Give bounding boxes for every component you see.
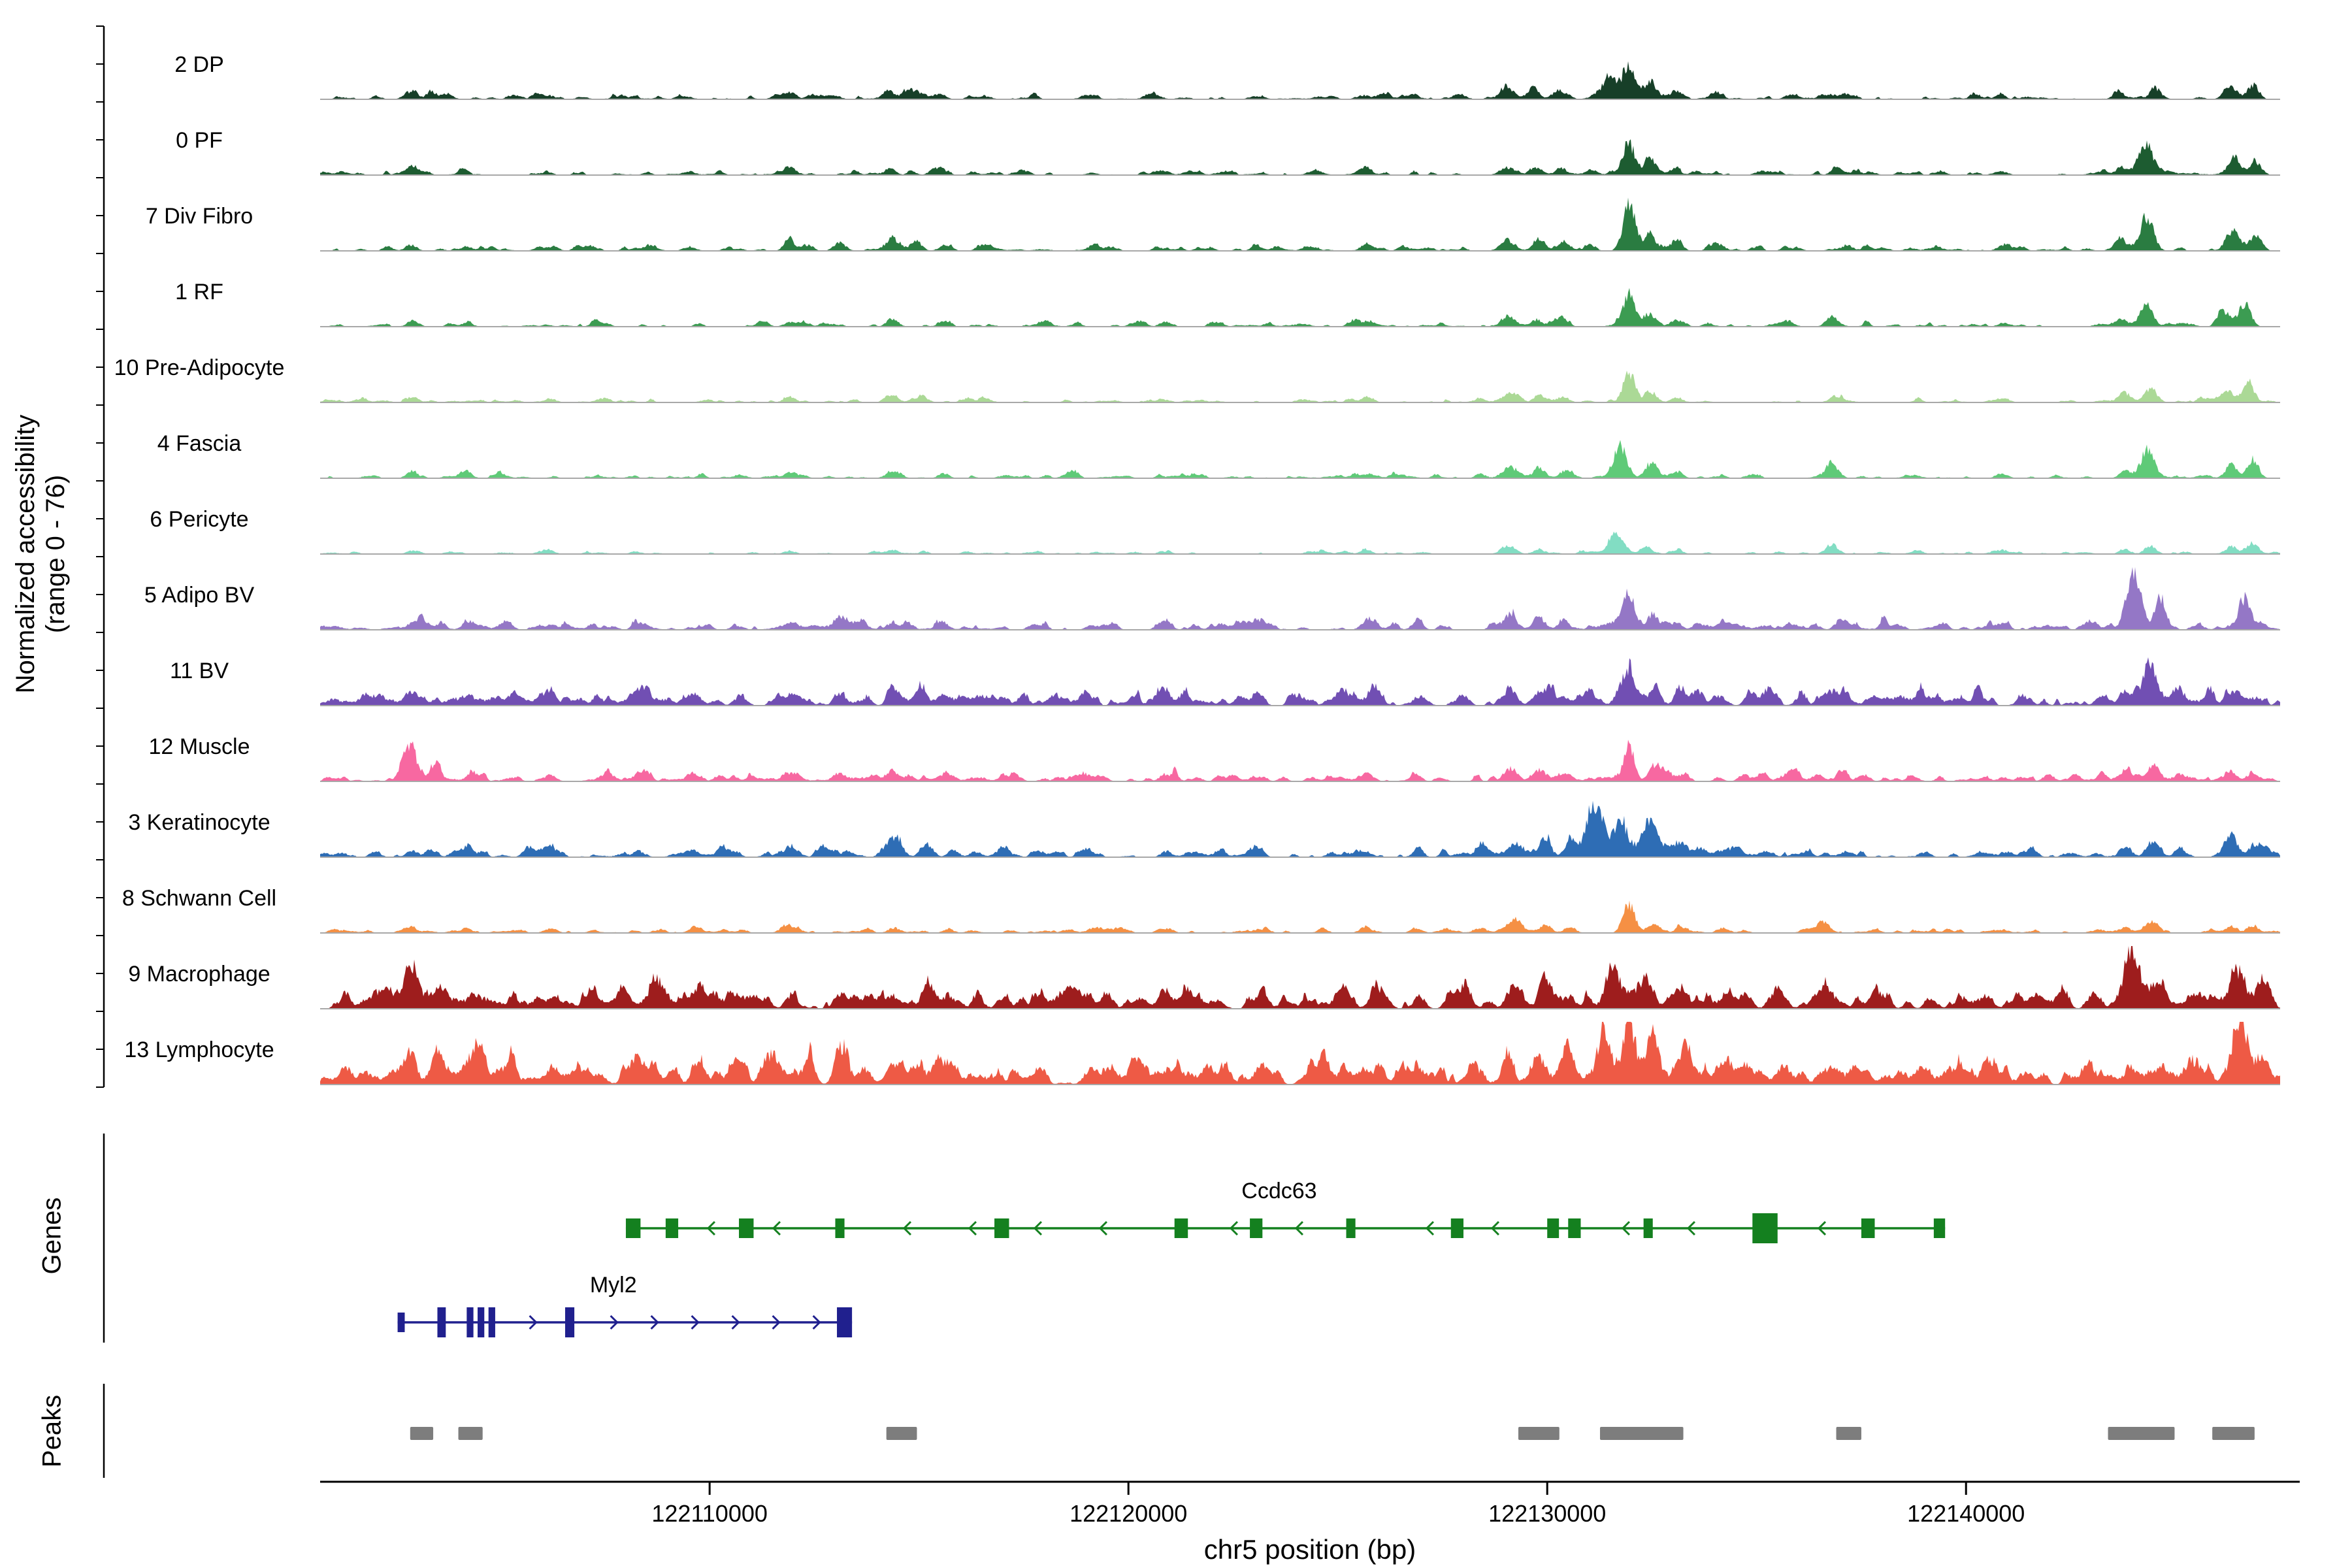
track-signal-0-pf — [320, 139, 2280, 176]
y-axis-label-line1: Normalized accessibility — [11, 414, 40, 694]
strand-arrow-icon — [812, 1315, 821, 1330]
gene-exon — [1450, 1218, 1463, 1238]
track-signal-6-pericyte — [320, 531, 2280, 555]
track-label-4-fascia: 4 Fascia — [157, 431, 242, 456]
strand-arrow-icon — [691, 1315, 700, 1330]
y-axis-label: Normalized accessibility (range 0 - 76) — [10, 325, 71, 783]
gene-label-ccdc63: Ccdc63 — [1241, 1179, 1316, 1203]
gene-exon — [1933, 1218, 1946, 1238]
gene-exon — [625, 1218, 641, 1238]
track-label-3-keratinocyte: 3 Keratinocyte — [128, 810, 270, 835]
gene-exon — [466, 1307, 474, 1337]
gene-exon — [397, 1313, 405, 1332]
track-label-2-dp: 2 DP — [174, 52, 224, 77]
gene-exon — [478, 1307, 485, 1337]
track-label-9-macrophage: 9 Macrophage — [128, 962, 270, 987]
gene-models: Ccdc63 Myl2 — [397, 1179, 1946, 1337]
x-tick-label: 122140000 — [1907, 1500, 2025, 1527]
strand-arrow-icon — [1686, 1220, 1696, 1236]
peak-regions-track — [410, 1427, 2255, 1440]
gene-exon — [488, 1307, 495, 1337]
peak-region — [458, 1427, 483, 1440]
strand-arrow-icon — [1098, 1220, 1108, 1236]
gene-exon — [835, 1218, 845, 1238]
track-signal-12-muscle — [320, 740, 2280, 782]
x-axis — [320, 1480, 2300, 1495]
strand-arrow-icon — [706, 1220, 716, 1236]
genes-section-bracket — [103, 1134, 105, 1343]
x-tick-label: 122120000 — [1070, 1500, 1188, 1527]
x-axis-title: chr5 position (bp) — [1203, 1534, 1416, 1565]
peak-region — [410, 1427, 434, 1440]
track-label-12-muscle: 12 Muscle — [148, 734, 250, 759]
track-signal-2-dp — [320, 61, 2280, 100]
gene-exon — [1250, 1218, 1263, 1238]
gene-exon — [1547, 1218, 1560, 1238]
gene-exon — [1568, 1218, 1581, 1238]
strand-arrow-icon — [1490, 1220, 1500, 1236]
peaks-section-bracket — [103, 1384, 105, 1478]
strand-arrow-icon — [968, 1220, 977, 1236]
gene-exon — [994, 1218, 1009, 1238]
peak-region — [1599, 1427, 1684, 1440]
gene-exon — [665, 1218, 679, 1238]
track-signal-5-adipo-bv — [320, 567, 2280, 630]
gene-exon — [739, 1218, 754, 1238]
track-signal-4-fascia — [320, 440, 2280, 479]
gene-exon — [565, 1307, 575, 1337]
track-signal-1-rf — [320, 287, 2280, 327]
track-label-1-rf: 1 RF — [175, 280, 223, 304]
genes-section-label: Genes — [37, 1197, 67, 1275]
track-signal-13-lymphocyte — [320, 1022, 2280, 1085]
strand-arrow-icon — [1817, 1220, 1827, 1236]
track-signal-11-bv — [320, 657, 2280, 706]
peak-region — [2212, 1427, 2255, 1440]
gene-exon — [1346, 1218, 1356, 1238]
gene-exon — [1643, 1218, 1653, 1238]
track-label-10-pre-adipocyte: 10 Pre-Adipocyte — [114, 355, 285, 380]
strand-arrow-icon — [1425, 1220, 1435, 1236]
strand-arrow-icon — [772, 1315, 781, 1330]
track-label-6-pericyte: 6 Pericyte — [150, 507, 249, 532]
strand-arrow-icon — [529, 1315, 538, 1330]
strand-arrow-icon — [1621, 1220, 1631, 1236]
track-signal-7-div-fibro — [320, 197, 2280, 252]
strand-arrow-icon — [1294, 1220, 1304, 1236]
peak-region — [886, 1427, 917, 1440]
track-label-11-bv: 11 BV — [169, 659, 229, 683]
y-axis-label-line2: (range 0 - 76) — [41, 474, 70, 634]
strand-arrow-icon — [731, 1315, 740, 1330]
peak-region — [1518, 1427, 1560, 1440]
track-label-7-div-fibro: 7 Div Fibro — [145, 204, 253, 229]
gene-label-myl2: Myl2 — [590, 1273, 637, 1298]
strand-arrow-icon — [1033, 1220, 1043, 1236]
strand-arrow-icon — [772, 1220, 781, 1236]
tracks-axis-ruler — [96, 25, 105, 1088]
track-label-8-schwann-cell: 8 Schwann Cell — [122, 886, 277, 911]
gene-exon — [437, 1307, 446, 1337]
peak-region — [1836, 1427, 1861, 1440]
x-tick-label: 122130000 — [1488, 1500, 1607, 1527]
x-tick-label: 122110000 — [651, 1500, 768, 1527]
track-label-13-lymphocyte: 13 Lymphocyte — [124, 1037, 274, 1062]
strand-arrow-icon — [1229, 1220, 1239, 1236]
track-label-5-adipo-bv: 5 Adipo BV — [144, 583, 255, 608]
peaks-section-label: Peaks — [37, 1394, 67, 1468]
gene-exon — [1752, 1213, 1778, 1243]
gene-exon — [1861, 1218, 1875, 1238]
track-signal-8-schwann-cell — [320, 900, 2280, 934]
track-signal-9-macrophage — [320, 946, 2280, 1009]
strand-arrow-icon — [610, 1315, 619, 1330]
track-label-0-pf: 0 PF — [176, 128, 223, 153]
track-signal-3-keratinocyte — [320, 800, 2280, 858]
strand-arrow-icon — [650, 1315, 659, 1330]
gene-exon — [837, 1307, 853, 1337]
strand-arrow-icon — [902, 1220, 912, 1236]
gene-exon — [1174, 1218, 1188, 1238]
peak-region — [2108, 1427, 2175, 1440]
track-signal-10-pre-adipocyte — [320, 370, 2280, 403]
